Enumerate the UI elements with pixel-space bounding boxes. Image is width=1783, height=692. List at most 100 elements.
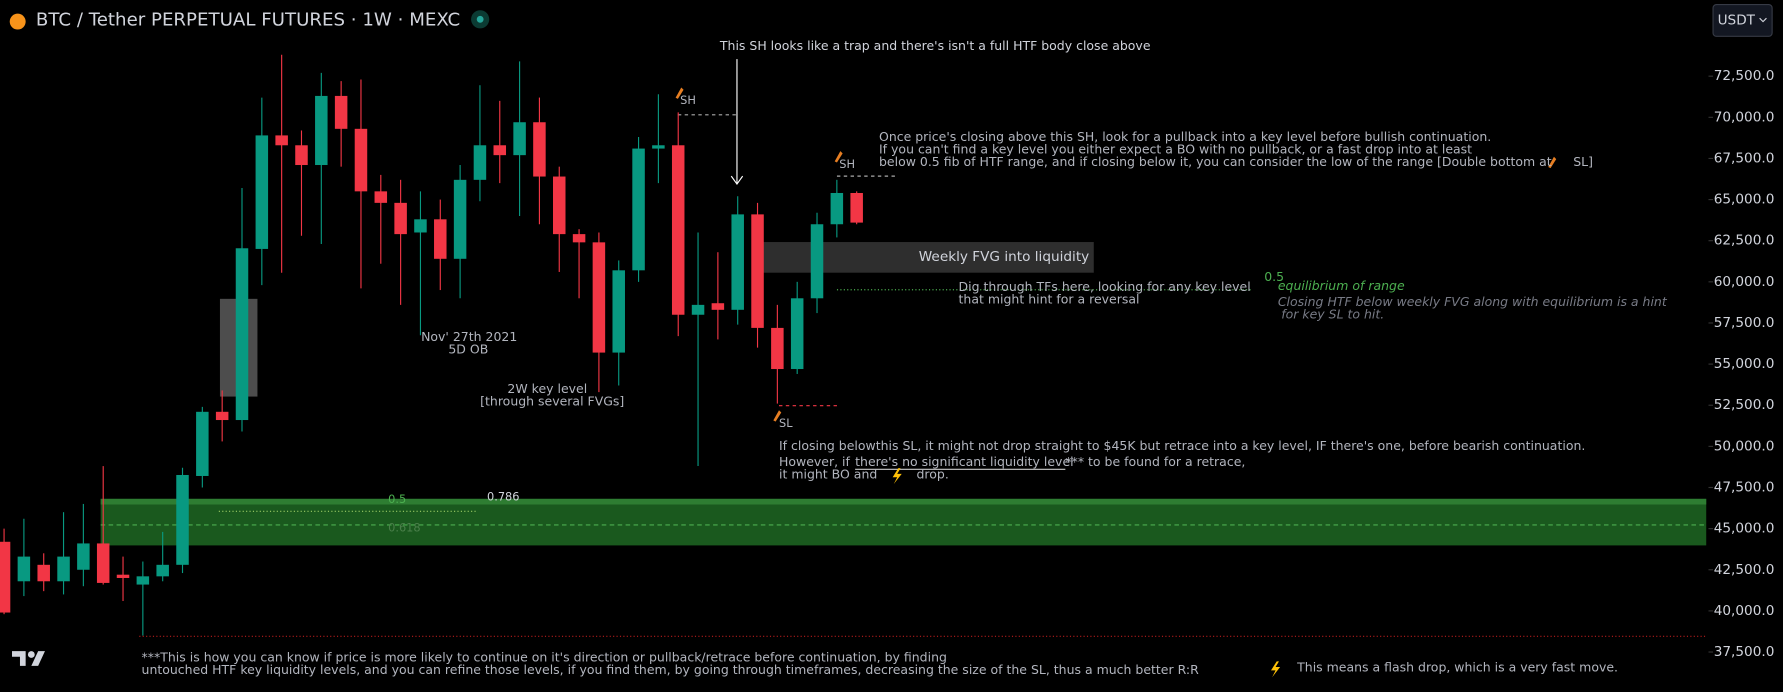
candle-body	[533, 122, 546, 177]
liquidity-zone	[100, 498, 1707, 546]
y-tick-label: 60,000.0	[1714, 274, 1775, 290]
y-tick-label: 62,500.0	[1714, 233, 1775, 249]
candle-body	[334, 95, 348, 129]
annotation: below 0.5 fib of HTF range, and if closi…	[879, 154, 1552, 169]
candle-body	[473, 145, 487, 180]
annotation: SH	[839, 157, 855, 171]
candle-body	[156, 564, 169, 577]
candle-body	[453, 179, 467, 259]
annotation: If closing belowthis SL, it might not dr…	[779, 438, 1585, 453]
candle-body	[414, 219, 427, 233]
logo-part	[12, 651, 26, 666]
candle-body	[592, 242, 606, 353]
candle-body	[652, 145, 665, 149]
candle-body	[691, 304, 705, 315]
y-tick-label: 65,000.0	[1714, 192, 1775, 208]
candle-body	[196, 411, 209, 476]
y-tick-label: 45,000.0	[1714, 521, 1775, 537]
annotation: drop.	[916, 466, 948, 481]
candle-body	[57, 556, 70, 582]
annotation: Dig through TFs here, looking for any ke…	[959, 279, 1251, 294]
dropdown-icon[interactable]	[1759, 17, 1767, 23]
y-tick-label: 55,000.0	[1714, 356, 1775, 372]
logo-part	[27, 651, 35, 658]
annotation: 0.786	[487, 490, 520, 504]
y-tick-label: 67,500.0	[1714, 150, 1775, 166]
annotation: If you can't find a key level you either…	[879, 141, 1472, 156]
annotation: Closing HTF below weekly FVG along with …	[1278, 294, 1668, 309]
annotation: 0.5	[1264, 269, 1284, 284]
y-tick-label: 37,500.0	[1714, 644, 1775, 660]
status-dot	[476, 15, 484, 23]
y-tick-label: 40,000.0	[1714, 603, 1775, 619]
candle-body	[315, 95, 328, 166]
drawings	[100, 59, 1707, 678]
annotation: ***This is how you can know if price is …	[142, 649, 947, 664]
candles	[0, 54, 863, 636]
candle-body	[215, 411, 229, 421]
annotations: 37,500.0 40,000.0 42,500.0 45,000.0 47,500.0…	[142, 38, 1775, 677]
candle-body	[493, 145, 507, 156]
annotation: Weekly FVG into liquidity	[919, 249, 1089, 265]
annotation: equilibrium of range	[1278, 278, 1405, 293]
chart-title: BTC / Tether PERPETUAL FUTURES · 1W · ME…	[36, 9, 460, 30]
y-tick-label: 57,500.0	[1714, 315, 1775, 331]
annotation: untouched HTF key liquidity levels, and …	[142, 662, 1200, 677]
candle-body	[513, 122, 526, 156]
candle-body	[176, 474, 189, 565]
candle-body	[671, 145, 685, 315]
arrow-head	[730, 175, 744, 186]
candle-body	[255, 135, 269, 249]
candle-body	[731, 214, 744, 310]
currency-label[interactable]: USDT	[1718, 12, 1756, 28]
bolt-icon	[892, 468, 902, 485]
coin-icon	[9, 13, 26, 30]
tv-logo	[12, 651, 45, 666]
annotation: SL	[779, 416, 793, 430]
annotation: for key SL to hit.	[1281, 306, 1384, 321]
candle-body	[354, 128, 368, 192]
annotation: Once price's closing above this SH, look…	[879, 129, 1491, 144]
y-tick-label: 70,000.0	[1714, 109, 1775, 125]
candle-body	[632, 148, 645, 271]
candle-body	[830, 192, 844, 225]
candle-body	[116, 574, 130, 578]
annotation: 2W key level	[507, 381, 587, 396]
annotation: that might hint for a reversal	[959, 291, 1140, 306]
y-tick-label: 50,000.0	[1714, 438, 1775, 454]
candle-body	[810, 224, 824, 299]
candle-body	[235, 248, 249, 421]
y-tick-label: 72,500.0	[1714, 68, 1775, 84]
candle-body	[295, 145, 308, 166]
annotation: 5D OB	[448, 341, 488, 356]
candle-body	[96, 543, 110, 583]
y-tick-label: 52,500.0	[1714, 397, 1775, 413]
candle-body	[0, 541, 11, 613]
candle-body	[434, 219, 447, 259]
annotation: Nov' 27th 2021	[421, 329, 517, 344]
candle-body	[771, 327, 784, 370]
annotation: it might BO and	[779, 466, 877, 481]
candle-body	[394, 202, 407, 235]
flag-icon	[675, 87, 684, 99]
currency-button[interactable]	[1712, 3, 1773, 37]
zone-edge	[100, 498, 1707, 505]
annotation: SL]	[1573, 154, 1593, 169]
annotation: there's no significant liquidity level	[855, 454, 1073, 469]
annotation: This means a flash drop, which is a very…	[1296, 660, 1618, 675]
candle-body	[275, 135, 288, 146]
candle-body	[572, 234, 586, 243]
bolt-icon	[1271, 661, 1281, 678]
flag-icon	[773, 410, 782, 422]
annotation: 0.5	[388, 492, 406, 506]
y-tick-label: 42,500.0	[1714, 562, 1775, 578]
flag-icon	[1548, 156, 1557, 169]
candle-body	[612, 270, 625, 353]
candle-body	[790, 298, 804, 370]
candle-body	[17, 556, 31, 582]
candle-body	[850, 192, 863, 223]
annotation: However, if	[779, 454, 851, 469]
flag-icon	[834, 151, 843, 163]
